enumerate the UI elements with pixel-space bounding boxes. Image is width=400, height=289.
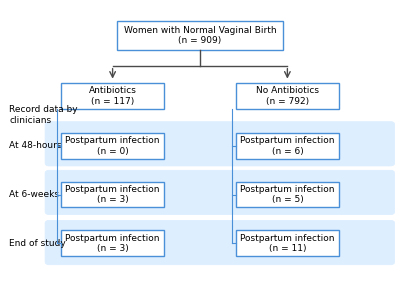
Text: No Antibiotics
(n = 792): No Antibiotics (n = 792) bbox=[256, 86, 319, 105]
FancyBboxPatch shape bbox=[45, 122, 395, 166]
Text: Postpartum infection
(n = 5): Postpartum infection (n = 5) bbox=[240, 185, 335, 204]
Text: Record data by
clinicians: Record data by clinicians bbox=[9, 105, 78, 125]
FancyBboxPatch shape bbox=[236, 182, 339, 208]
Text: Women with Normal Vaginal Birth
(n = 909): Women with Normal Vaginal Birth (n = 909… bbox=[124, 26, 276, 45]
Text: End of study: End of study bbox=[9, 239, 66, 248]
Text: At 6-weeks: At 6-weeks bbox=[9, 190, 59, 199]
FancyBboxPatch shape bbox=[236, 230, 339, 256]
Text: Antibiotics
(n = 117): Antibiotics (n = 117) bbox=[89, 86, 136, 105]
FancyBboxPatch shape bbox=[61, 83, 164, 109]
FancyBboxPatch shape bbox=[236, 83, 339, 109]
Text: At 48-hours: At 48-hours bbox=[9, 141, 62, 151]
FancyBboxPatch shape bbox=[236, 133, 339, 159]
Text: Postpartum infection
(n = 3): Postpartum infection (n = 3) bbox=[65, 185, 160, 204]
FancyBboxPatch shape bbox=[45, 220, 395, 265]
FancyBboxPatch shape bbox=[61, 133, 164, 159]
FancyBboxPatch shape bbox=[61, 182, 164, 208]
Text: Postpartum infection
(n = 6): Postpartum infection (n = 6) bbox=[240, 136, 335, 156]
Text: Postpartum infection
(n = 0): Postpartum infection (n = 0) bbox=[65, 136, 160, 156]
FancyBboxPatch shape bbox=[61, 230, 164, 256]
FancyBboxPatch shape bbox=[45, 170, 395, 215]
Text: Postpartum infection
(n = 11): Postpartum infection (n = 11) bbox=[240, 234, 335, 253]
FancyBboxPatch shape bbox=[116, 21, 284, 50]
Text: Postpartum infection
(n = 3): Postpartum infection (n = 3) bbox=[65, 234, 160, 253]
